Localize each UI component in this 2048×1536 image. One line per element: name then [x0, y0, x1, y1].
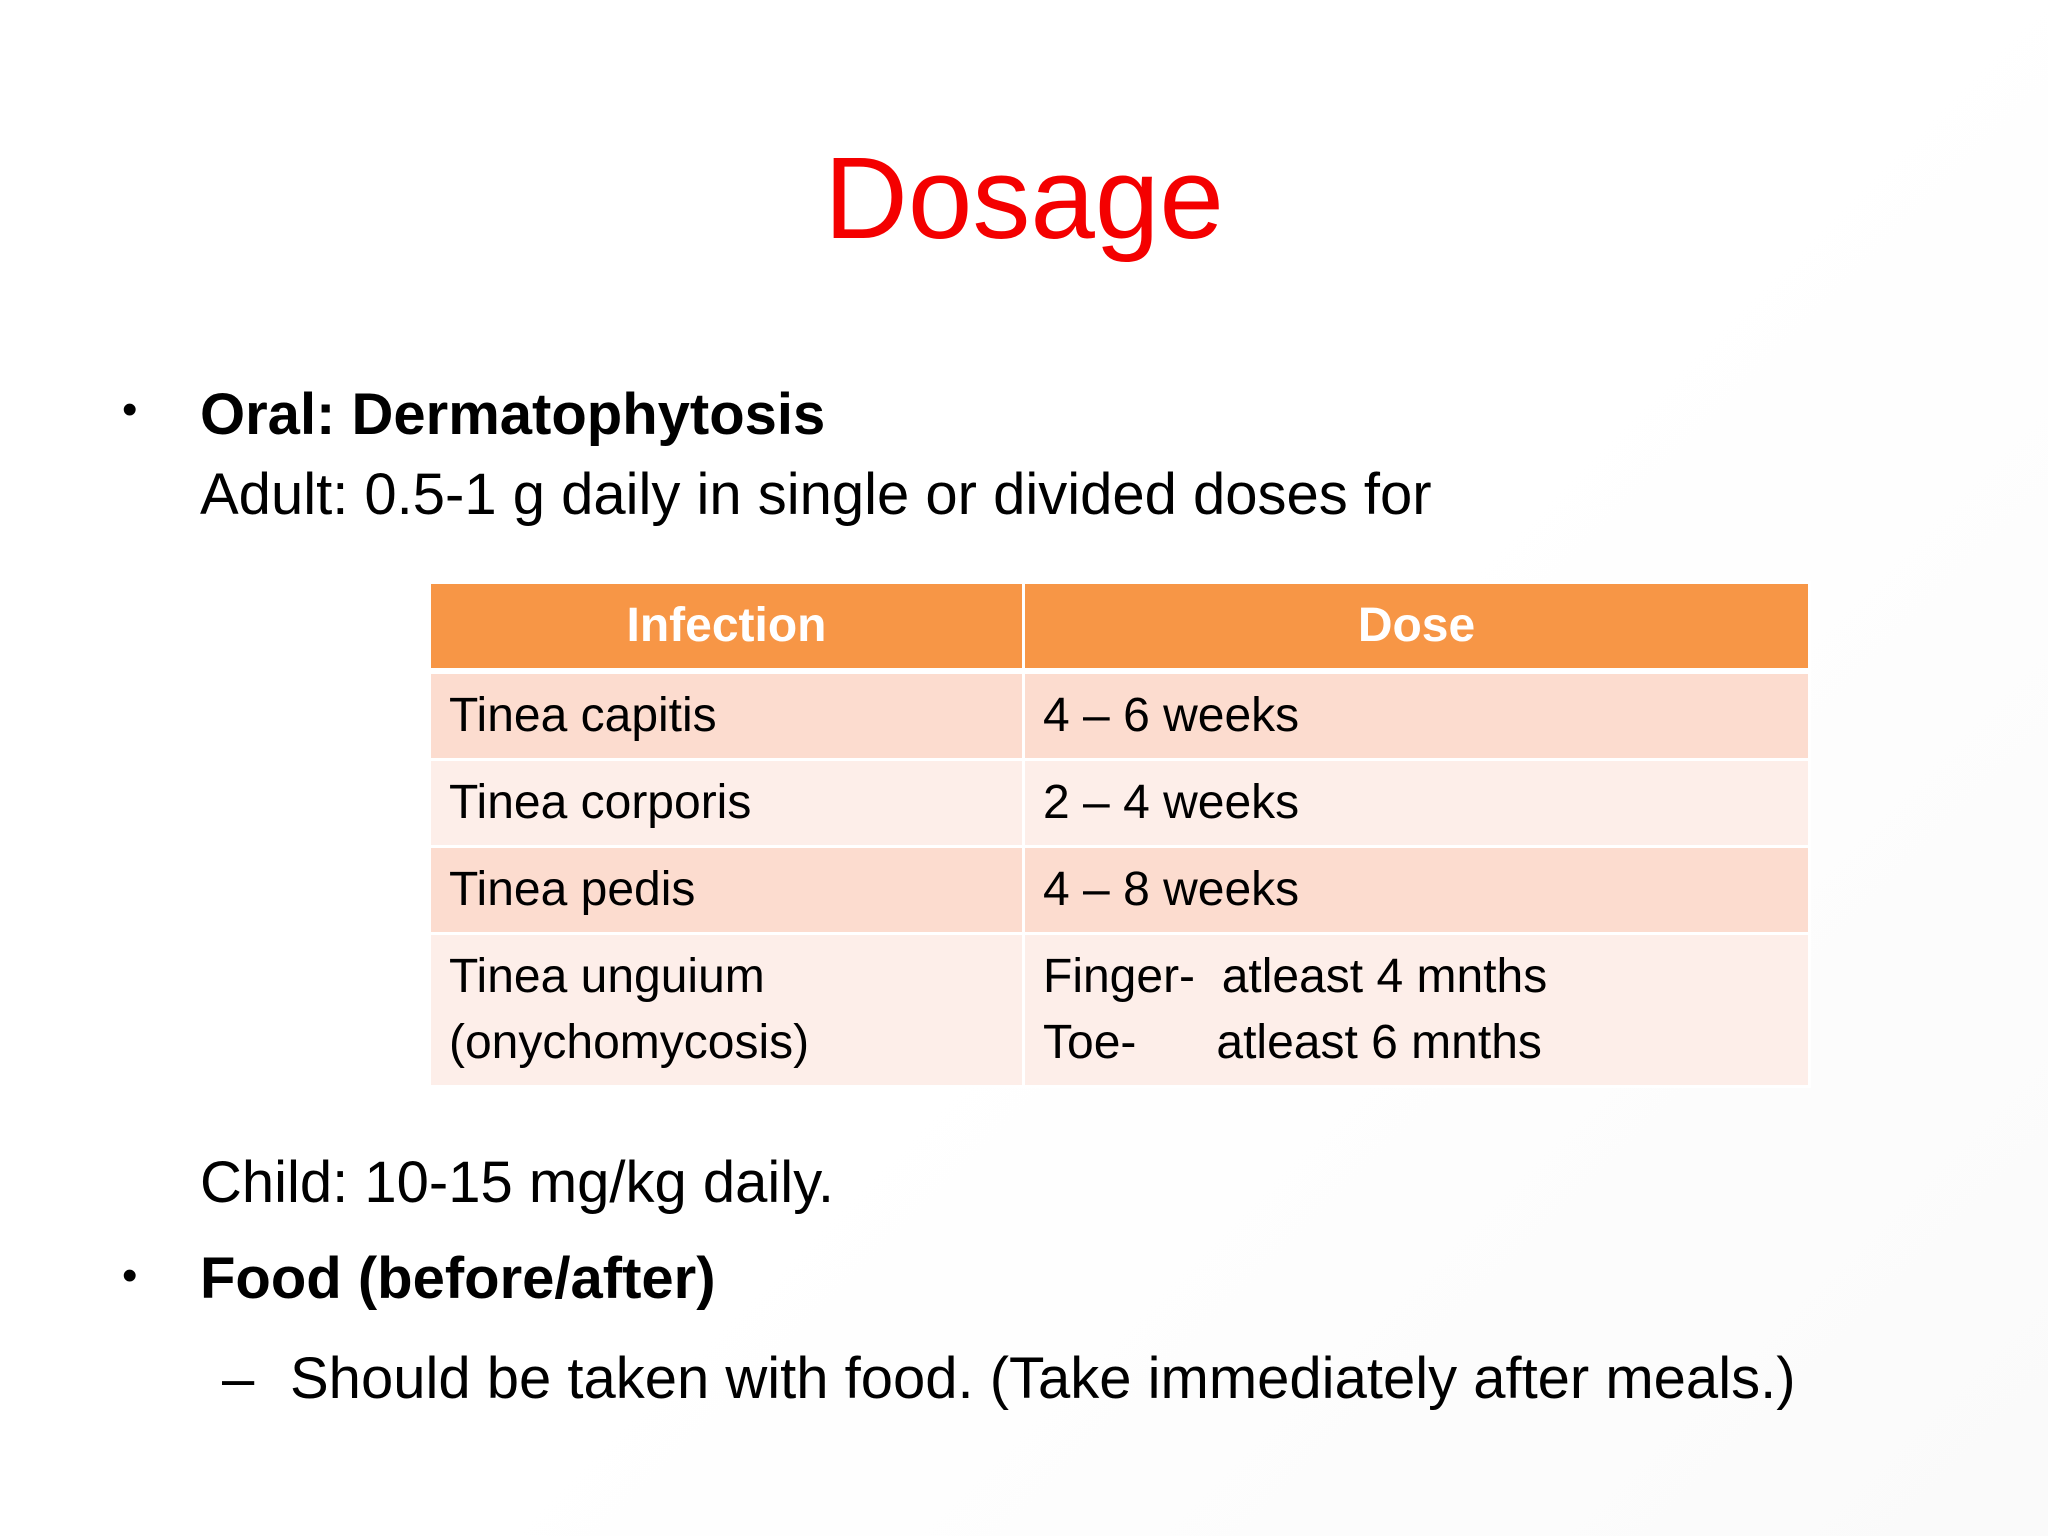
header-dose: Dose [1022, 581, 1811, 674]
infection-cell: Tinea unguium (onychomycosis) [428, 932, 1025, 1088]
table-row: Tinea corporis 2 – 4 weeks [428, 758, 1811, 848]
sub-bullet-marker: – [222, 1346, 255, 1411]
dose-cell: 2 – 4 weeks [1022, 758, 1811, 848]
infection-cell: Tinea corporis [428, 758, 1025, 848]
bullet-heading-food: Food (before/after) [200, 1246, 716, 1311]
bullet-marker: • [122, 1251, 138, 1300]
bullet-heading-oral: Oral: Dermatophytosis [200, 382, 826, 447]
food-instruction: Should be taken with food. (Take immedia… [290, 1346, 1796, 1411]
table-row: Tinea capitis 4 – 6 weeks [428, 669, 1811, 761]
infection-cell: Tinea pedis [428, 845, 1025, 935]
header-infection: Infection [428, 581, 1025, 674]
dose-cell: 4 – 6 weeks [1022, 669, 1811, 761]
table-header-row: Infection Dose [428, 581, 1811, 674]
slide-title: Dosage [824, 133, 1224, 263]
child-dose-line: Child: 10-15 mg/kg daily. [200, 1150, 835, 1215]
dose-cell: 4 – 8 weeks [1022, 845, 1811, 935]
dose-cell: Finger- atleast 4 mnths Toe- atleast 6 m… [1022, 932, 1811, 1088]
bullet-marker: • [122, 385, 138, 434]
table-row: Tinea unguium (onychomycosis) Finger- at… [428, 932, 1811, 1088]
table-row: Tinea pedis 4 – 8 weeks [428, 845, 1811, 935]
infection-cell: Tinea capitis [428, 669, 1025, 761]
dosage-table: Infection Dose Tinea capitis 4 – 6 weeks… [428, 581, 1811, 1088]
adult-dose-line: Adult: 0.5-1 g daily in single or divide… [200, 462, 1432, 527]
